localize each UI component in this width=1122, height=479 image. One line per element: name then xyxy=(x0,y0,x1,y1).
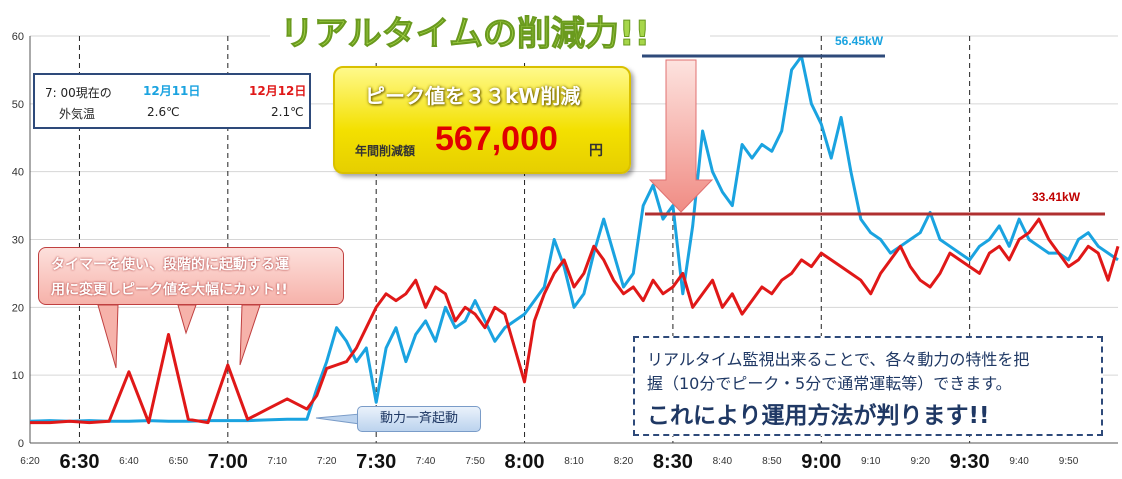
x-minor-tick-label-1: 6:40 xyxy=(119,456,139,467)
x-minor-tick-label-0: 6:20 xyxy=(20,456,40,467)
series-line-1 xyxy=(30,217,1120,425)
callout-pointer-2 xyxy=(177,304,197,335)
y-tick-label-5: 50 xyxy=(12,99,24,111)
x-major-tick-label-5: 9:00 xyxy=(801,451,841,473)
info-line3: これにより運用方法が判ります!! xyxy=(647,403,990,429)
y-tick-label-1: 10 xyxy=(12,370,24,382)
callout-pointer-3 xyxy=(239,304,261,366)
x-minor-tick-label-13: 9:40 xyxy=(1009,456,1029,467)
info-line1: リアルタイム監視出来ることで、各々動力の特性を把 xyxy=(647,350,1030,369)
x-minor-tick-label-2: 6:50 xyxy=(169,456,189,467)
x-minor-tick-label-10: 8:50 xyxy=(762,456,782,467)
outside-temperature-box: 7: 00現在の 外気温 12月11日 12月12日 2.6℃ 2.1℃ xyxy=(33,73,311,129)
x-major-tick-label-1: 7:00 xyxy=(208,451,248,473)
peak-reduction-box: ピーク値を３３kW削減 年間削減額 567,000 円 xyxy=(333,66,631,174)
y-tick-label-6: 60 xyxy=(12,31,24,43)
temp-label-name: 外気温 xyxy=(59,107,96,121)
simultaneous-start-callout: 動力一斉起動 xyxy=(357,406,481,432)
series-line-0 xyxy=(29,54,1119,423)
timer-callout-line2: 用に変更しピーク値を大幅にカット!! xyxy=(51,282,288,298)
annual-savings-unit: 円 xyxy=(589,143,603,159)
chart-title: リアルタイムの削減力!! xyxy=(280,14,650,54)
start-callout-pointer xyxy=(315,413,361,425)
x-minor-tick-label-8: 8:20 xyxy=(614,456,634,467)
y-tick-label-4: 40 xyxy=(12,167,24,179)
monitoring-info-box: リアルタイム監視出来ることで、各々動力の特性を把 握（10分でピーク・5分で通常… xyxy=(633,336,1103,436)
x-major-tick-label-2: 7:30 xyxy=(356,451,396,473)
x-minor-tick-label-14: 9:50 xyxy=(1059,456,1079,467)
x-major-tick-label-3: 8:00 xyxy=(505,451,545,473)
peak-reduction-text: ピーク値を３３kW削減 xyxy=(365,84,581,108)
x-minor-tick-label-12: 9:20 xyxy=(910,456,930,467)
y-tick-label-3: 30 xyxy=(12,235,24,247)
series-layer xyxy=(29,54,1120,425)
timer-callout-line1: タイマーを使い、段階的に起動する運 xyxy=(51,257,289,273)
x-minor-tick-label-7: 8:10 xyxy=(564,456,584,467)
x-major-tick-label-6: 9:30 xyxy=(950,451,990,473)
x-major-tick-label-0: 6:30 xyxy=(59,451,99,473)
x-minor-tick-label-4: 7:20 xyxy=(317,456,337,467)
reduction-arrow-icon xyxy=(648,59,714,213)
info-line2: 握（10分でピーク・5分で通常運転等）できます。 xyxy=(647,374,1012,393)
x-minor-tick-label-5: 7:40 xyxy=(416,456,436,467)
temp-value-day2: 2.1℃ xyxy=(271,105,304,119)
annual-savings-value: 567,000 xyxy=(435,120,558,158)
x-minor-tick-label-3: 7:10 xyxy=(268,456,288,467)
annotations-layer: リアルタイムの削減力!! 56.45kW 33.41kW xyxy=(97,10,1105,425)
y-tick-label-0: 0 xyxy=(18,438,24,450)
temp-day1: 12月11日 xyxy=(143,84,201,98)
chart-axes: 0 10 20 30 40 50 60 6:30 7:00 7:30 8:00 8:30 9:00 9:3… xyxy=(12,31,1118,473)
callout-pointer-1 xyxy=(97,304,119,369)
timer-callout: タイマーを使い、段階的に起動する運 用に変更しピーク値を大幅にカット!! xyxy=(38,247,344,305)
temp-value-day1: 2.6℃ xyxy=(147,105,180,119)
peak-label-dec11: 56.45kW xyxy=(835,34,884,48)
annual-savings-label: 年間削減額 xyxy=(355,144,416,158)
peak-label-dec12: 33.41kW xyxy=(1032,190,1081,204)
x-minor-tick-label-6: 7:50 xyxy=(465,456,485,467)
x-minor-tick-label-9: 8:40 xyxy=(713,456,733,467)
x-minor-tick-label-11: 9:10 xyxy=(861,456,881,467)
y-tick-label-2: 20 xyxy=(12,302,24,314)
temp-label-time: 7: 00現在の xyxy=(45,86,112,100)
title-backdrop xyxy=(270,10,710,60)
temp-day2: 12月12日 xyxy=(249,84,307,98)
x-major-tick-label-4: 8:30 xyxy=(653,451,693,473)
